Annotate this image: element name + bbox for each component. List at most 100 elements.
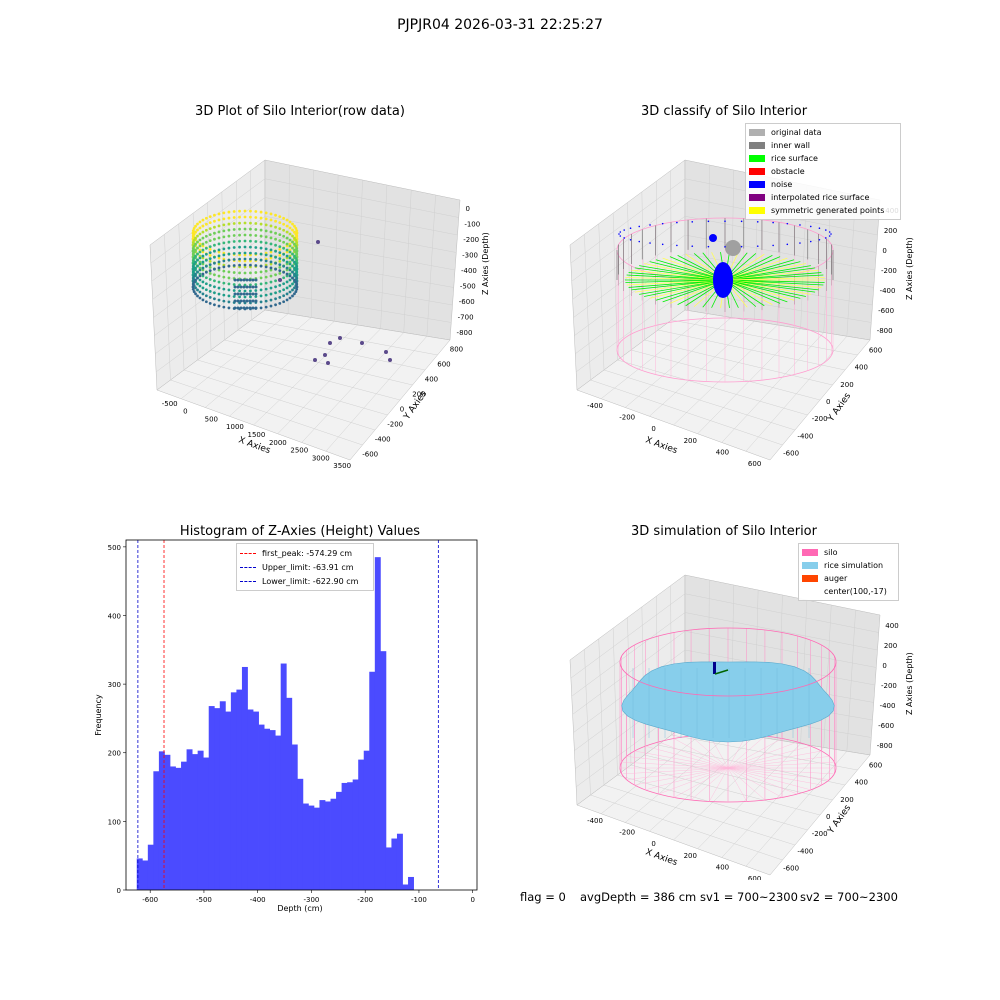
raw-point bbox=[249, 221, 252, 225]
raw-point bbox=[198, 262, 202, 266]
raw-z-tick-label: -800 bbox=[457, 329, 473, 337]
histogram-bar bbox=[336, 791, 342, 890]
cls-noise-cluster bbox=[713, 262, 733, 298]
figure-title: PJPJR04 2026-03-31 22:25:27 bbox=[397, 17, 603, 33]
raw-point bbox=[208, 271, 212, 275]
sim-y-tick-label: -600 bbox=[783, 864, 799, 872]
raw-point bbox=[259, 276, 263, 280]
raw-point bbox=[196, 276, 199, 280]
cls-noise-point bbox=[756, 245, 759, 247]
raw-point bbox=[232, 289, 236, 292]
cls-rice-surface-line bbox=[724, 279, 822, 288]
raw-point bbox=[192, 269, 196, 272]
raw-point bbox=[201, 260, 205, 264]
raw-point bbox=[274, 291, 277, 295]
raw-point bbox=[288, 254, 292, 258]
raw-point bbox=[196, 234, 199, 238]
cls-original-cluster bbox=[725, 240, 741, 256]
raw-point bbox=[243, 295, 247, 299]
raw-point bbox=[208, 221, 212, 225]
raw-point bbox=[217, 212, 221, 216]
histogram-legend-entry: Upper_limit: -63.91 cm bbox=[240, 560, 370, 574]
raw-point bbox=[288, 266, 292, 270]
legend-line-swatch bbox=[240, 566, 256, 568]
raw-point bbox=[249, 227, 252, 231]
raw-point bbox=[242, 299, 246, 303]
legend-swatch bbox=[749, 129, 765, 136]
raw-point bbox=[238, 257, 241, 261]
simulation-legend-entry: rice simulation bbox=[802, 559, 895, 572]
raw-point bbox=[291, 258, 294, 262]
cls-noise-point bbox=[638, 225, 641, 228]
raw-outlier-point bbox=[338, 336, 342, 340]
cls-rice-surface-line bbox=[724, 254, 773, 281]
raw-point bbox=[227, 246, 231, 250]
raw-point bbox=[248, 292, 252, 296]
raw-point bbox=[274, 213, 277, 217]
raw-point bbox=[264, 247, 268, 251]
cls-noise-point bbox=[830, 233, 832, 235]
raw-point bbox=[249, 239, 252, 243]
raw-point bbox=[291, 288, 294, 292]
raw-point bbox=[282, 252, 286, 256]
raw-z-tick-label: -100 bbox=[464, 220, 480, 228]
raw-z-tick-label: -500 bbox=[460, 283, 476, 291]
classify-legend: original data inner wall rice surface obsta… bbox=[745, 123, 901, 220]
raw-point bbox=[213, 285, 216, 289]
histogram-bar bbox=[230, 692, 237, 890]
raw-point bbox=[254, 210, 258, 213]
sv1-range: sv1 = 700~2300 bbox=[700, 890, 798, 904]
cls-rice-surface-line bbox=[724, 265, 811, 281]
histogram-y-tick-label: 400 bbox=[108, 612, 121, 620]
cls-noise-point bbox=[786, 243, 789, 246]
cls-y-tick-label: 400 bbox=[855, 364, 868, 372]
cls-rice-surface-line bbox=[724, 279, 811, 295]
cls-noise-point bbox=[740, 245, 743, 248]
raw-point bbox=[213, 279, 216, 283]
raw-x-tick-label: 500 bbox=[205, 415, 218, 423]
raw-point bbox=[293, 236, 296, 240]
simulation-3d-plot: -400 -200 0 200 400 600 600 400 200 0 -200 -400 -600… bbox=[569, 574, 914, 880]
cls-grid bbox=[721, 332, 824, 443]
raw-grid bbox=[250, 170, 252, 321]
cls-rice-surface-line bbox=[631, 269, 726, 281]
raw-point bbox=[227, 210, 231, 214]
raw-point bbox=[198, 232, 202, 236]
cls-grid bbox=[575, 290, 872, 373]
classify-legend-entry: interpolated rice surface bbox=[749, 191, 897, 204]
raw-point bbox=[238, 263, 241, 267]
raw-point bbox=[204, 222, 208, 226]
histogram-bar bbox=[258, 724, 265, 890]
legend-label: center(100,-17) bbox=[824, 587, 887, 596]
raw-point bbox=[204, 270, 208, 274]
cls-rice-surface-line bbox=[724, 256, 781, 281]
raw-point bbox=[282, 240, 286, 244]
cls-noise-point bbox=[649, 242, 651, 244]
raw-x-tick-label: 2500 bbox=[290, 447, 308, 455]
raw-point bbox=[213, 225, 216, 229]
raw-point bbox=[194, 242, 197, 246]
simulation-legend: silo rice simulation auger center(100,-17) bbox=[798, 543, 899, 601]
raw-point bbox=[251, 285, 255, 289]
raw-point bbox=[222, 281, 226, 285]
raw-point bbox=[222, 241, 226, 245]
raw-point bbox=[236, 278, 240, 282]
raw-3d-plot: -500050010001500200025003000350080060040… bbox=[149, 159, 490, 470]
raw-point bbox=[259, 252, 263, 256]
histogram-y-tick-label: 100 bbox=[108, 818, 121, 826]
raw-point bbox=[232, 246, 236, 249]
raw-point bbox=[295, 253, 299, 257]
raw-point bbox=[254, 252, 258, 255]
raw-point bbox=[238, 221, 241, 225]
raw-point bbox=[213, 255, 216, 259]
raw-point bbox=[201, 272, 205, 276]
sim-grid bbox=[846, 609, 856, 752]
raw-grid bbox=[224, 339, 413, 386]
sim-y-tick-label: 600 bbox=[869, 762, 882, 770]
raw-point bbox=[201, 230, 205, 234]
histogram-bar bbox=[269, 730, 276, 890]
raw-point bbox=[233, 285, 237, 289]
raw-point bbox=[201, 224, 205, 228]
raw-point bbox=[239, 306, 243, 310]
raw-y-tick-label: -200 bbox=[387, 421, 403, 429]
